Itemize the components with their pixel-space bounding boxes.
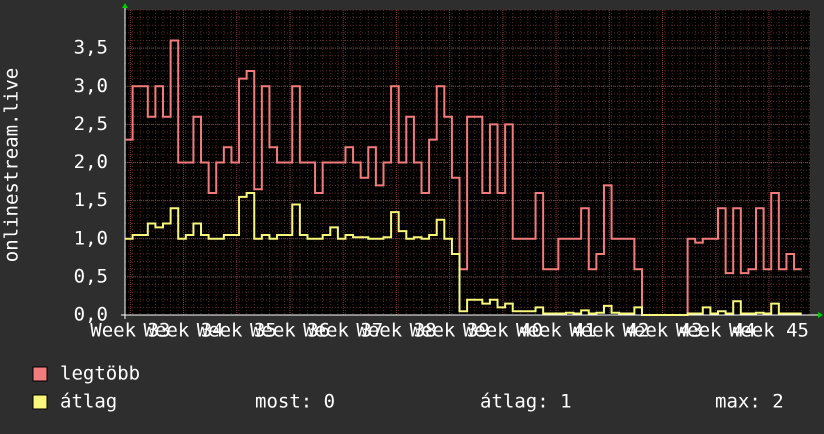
x-tick-label: Week 41 (516, 320, 596, 342)
x-tick-label: Week 45 (729, 320, 809, 342)
legend-swatch (32, 394, 48, 410)
y-tick-label: 3,5 (74, 37, 108, 59)
x-tick-label: Week 42 (569, 320, 649, 342)
x-tick-label: Week 34 (144, 320, 224, 342)
y-tick-label: 1,0 (74, 227, 108, 249)
x-tick-label: Week 37 (303, 320, 383, 342)
x-tick-label: Week 36 (250, 320, 330, 342)
axis-arrow (122, 3, 128, 8)
legend-stat: max: 2 (715, 391, 784, 413)
x-tick-label: Week 40 (463, 320, 543, 342)
legend-label: átlag (60, 391, 117, 413)
axis-arrow (818, 312, 823, 318)
y-tick-label: 0,0 (74, 304, 108, 326)
series-line (125, 192, 802, 316)
series-line (125, 39, 802, 316)
x-tick-label: Week 38 (356, 320, 436, 342)
y-axis-label: onlinestream.live (1, 68, 23, 262)
legend-stat: most: 0 (255, 391, 335, 413)
y-tick-label: 2,0 (74, 151, 108, 173)
x-tick-label: Week 35 (197, 320, 277, 342)
x-tick-label: Week 44 (676, 320, 756, 342)
legend-swatch (32, 366, 48, 382)
y-tick-label: 2,5 (74, 113, 108, 135)
x-tick-label: Week 43 (622, 320, 702, 342)
y-tick-label: 3,0 (74, 75, 108, 97)
x-tick-label: Week 33 (90, 320, 170, 342)
legend-stat: átlag: 1 (480, 391, 572, 413)
legend-label: legtöbb (60, 363, 140, 385)
y-tick-label: 0,5 (74, 265, 108, 287)
x-tick-label: Week 39 (410, 320, 490, 342)
y-tick-label: 1,5 (74, 189, 108, 211)
